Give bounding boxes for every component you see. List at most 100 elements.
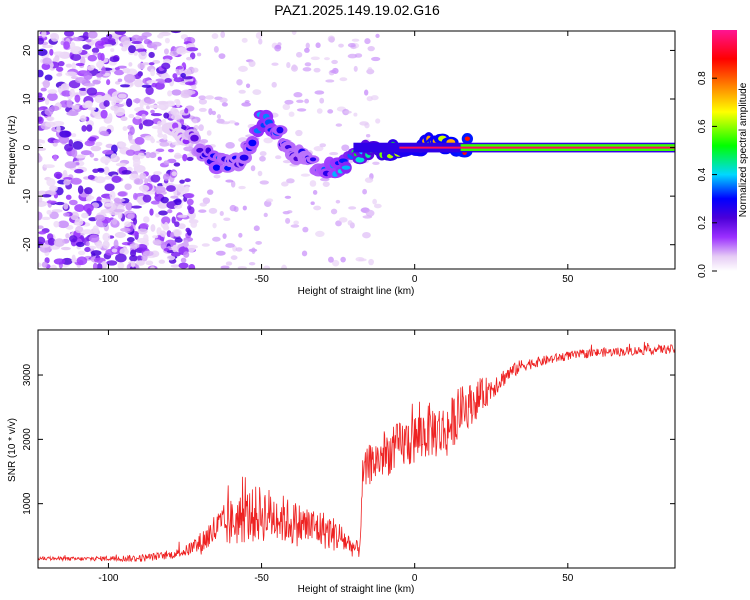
spectrogram-noise-blob [288, 111, 295, 117]
spectrogram-noise-blob [63, 202, 69, 210]
spectrogram-noise-blob [42, 57, 52, 65]
spectrogram-noise-blob [263, 137, 273, 144]
spectrogram-noise-blob [193, 124, 200, 131]
spectrogram-noise-blob [188, 264, 196, 269]
spectrogram-noise-blob [57, 85, 64, 94]
spectrogram-noise-blob [335, 123, 343, 127]
spectrogram-noise-blob [123, 73, 136, 83]
spectrogram-noise-blob [38, 147, 47, 151]
spectrogram-noise-blob [179, 179, 185, 184]
spectrogram-noise-blob [130, 260, 136, 268]
spectrogram-noise-blob [38, 48, 48, 56]
spectrogram-noise-blob [222, 233, 227, 239]
spectrogram-noise-blob [375, 118, 381, 124]
spectrogram-noise-blob [125, 149, 136, 156]
spectrogram-noise-blob [148, 51, 155, 59]
spectrogram-noise-blob [106, 260, 118, 266]
spectrogram-noise-blob [125, 202, 133, 211]
spectrogram-noise-blob [305, 42, 310, 49]
spectrogram-noise-blob [52, 120, 65, 127]
spectrogram-noise-blob [44, 97, 50, 105]
spectrogram-noise-blob [310, 201, 315, 205]
spectrogram-noise-blob [102, 232, 111, 242]
spectrogram-noise-blob [114, 67, 120, 71]
spectrogram-noise-blob [41, 63, 51, 70]
spectrogram-noise-blob [145, 260, 154, 266]
spectrogram-noise-blob [190, 221, 198, 228]
spectrogram-noise-blob [362, 188, 368, 195]
spectrogram-noise-blob [163, 160, 170, 165]
spectrogram-noise-blob [75, 62, 85, 67]
spectrogram-ridge-core [341, 165, 351, 170]
spectrogram-noise-blob [86, 65, 95, 71]
spectrogram-noise-blob [57, 60, 65, 67]
spectrogram-noise-blob [77, 185, 84, 194]
spectrogram-noise-blob [138, 123, 143, 130]
spectrogram-noise-blob [348, 206, 357, 210]
spectrogram-noise-blob [302, 226, 309, 233]
spectrogram-noise-blob [223, 217, 231, 221]
spectrogram-noise-blob [118, 141, 127, 148]
spectrogram-noise-blob [95, 242, 103, 249]
spectrogram-noise-blob [202, 197, 211, 205]
y-tick-label: 10 [22, 93, 33, 105]
spectrogram-noise-blob [128, 62, 133, 67]
spectrogram-noise-blob [56, 125, 61, 133]
spectrogram-noise-blob [367, 67, 373, 72]
spectrogram-noise-blob [198, 95, 206, 100]
spectrogram-noise-blob [328, 256, 334, 263]
spectrogram-noise-blob [65, 71, 78, 77]
spectrogram-noise-blob [220, 121, 231, 125]
spectrogram-noise-blob [296, 108, 307, 112]
spectrogram-noise-blob [159, 141, 170, 147]
spectrogram-noise-blob [38, 262, 42, 268]
spectrogram-noise-blob [69, 235, 78, 243]
spectrogram-noise-blob [53, 220, 60, 228]
spectrogram-noise-blob [44, 108, 54, 116]
spectrogram-noise-blob [92, 168, 99, 173]
spectrogram-noise-blob [186, 56, 192, 61]
spectrogram-noise-blob [141, 84, 152, 88]
spectrogram-noise-blob [56, 72, 63, 77]
spectrogram-noise-blob [46, 200, 57, 204]
spectrogram-noise-blob [157, 183, 164, 187]
spectrogram-noise-blob [158, 259, 166, 264]
spectrogram-noise-blob [274, 44, 282, 52]
spectrogram-noise-blob [50, 264, 58, 269]
spectrogram-noise-blob [107, 38, 116, 43]
spectrogram-noise-blob [63, 177, 73, 181]
spectrogram-xlabel: Height of straight line (km) [298, 286, 415, 297]
spectrogram-noise-blob [171, 89, 182, 96]
snr-y-ticks: 1000 2000 3000 [22, 363, 675, 515]
spectrogram-noise-blob [77, 250, 86, 256]
spectrogram-noise-blob [158, 210, 168, 216]
spectrogram-noise-blob [364, 177, 374, 183]
spectrogram-noise-blob [171, 171, 177, 177]
spectrogram-noise-blob [157, 100, 169, 105]
spectrogram-noise-blob [135, 115, 141, 120]
spectrogram-noise-blob [100, 109, 108, 119]
spectrogram-noise-blob [184, 178, 191, 183]
spectrogram-noise-blob [83, 72, 93, 80]
spectrogram-noise-blob [100, 156, 111, 164]
spectrogram-noise-blob [170, 107, 178, 116]
spectrogram-noise-blob [163, 247, 170, 252]
spectrogram-noise-blob [117, 78, 123, 83]
spectrogram-noise-blob [74, 204, 85, 212]
spectrogram-noise-blob [225, 243, 235, 248]
spectrogram-noise-blob [343, 110, 352, 114]
spectrogram-noise-blob [111, 218, 118, 225]
spectrogram-noise-blob [341, 144, 350, 152]
spectrogram-noise-blob [95, 141, 103, 147]
spectrogram-noise-blob [191, 85, 197, 90]
spectrogram-noise-blob [174, 221, 180, 228]
spectrogram-noise-blob [199, 202, 207, 207]
spectrogram-noise-blob [284, 99, 294, 105]
spectrogram-noise-blob [75, 225, 84, 234]
spectrogram-noise-blob [335, 199, 341, 204]
spectrogram-noise-blob [64, 143, 74, 152]
spectrogram-noise-blob [364, 89, 369, 96]
spectrogram-noise-blob [313, 205, 322, 211]
spectrogram-noise-blob [132, 98, 142, 104]
spectrogram-noise-blob [150, 174, 161, 183]
